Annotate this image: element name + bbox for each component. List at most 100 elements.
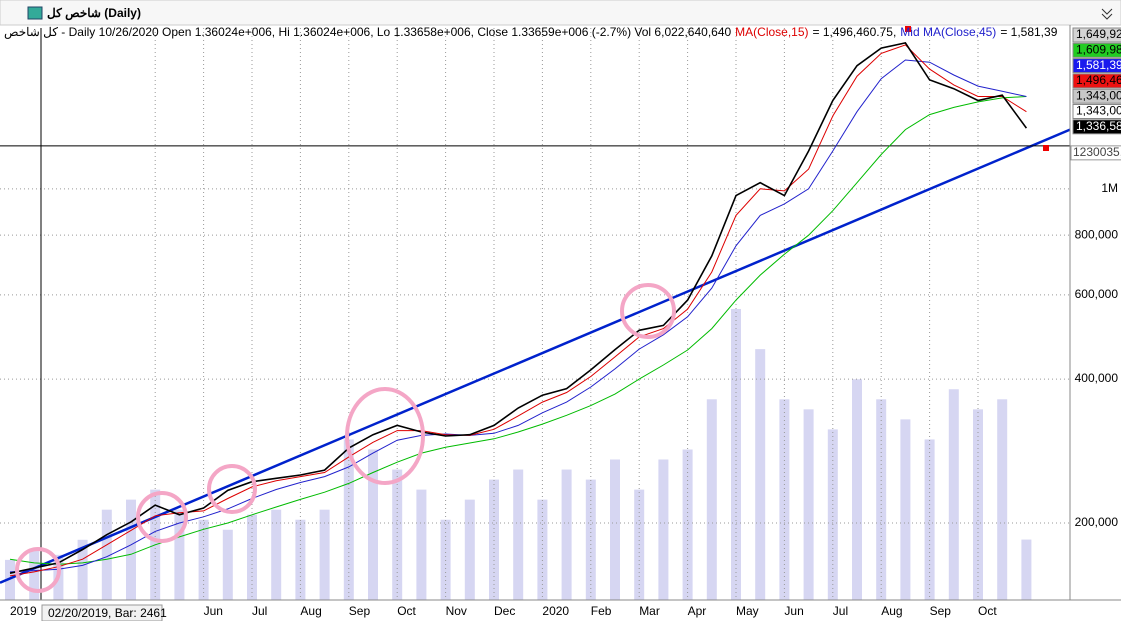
info-text: کل شاخص - Daily 10/26/2020 Open 1.36024e… bbox=[4, 25, 731, 39]
x-tick-label: Nov bbox=[446, 604, 467, 618]
price-tag-box bbox=[1072, 73, 1121, 89]
x-tick-label: Feb bbox=[591, 604, 612, 618]
volume-bar bbox=[658, 459, 669, 600]
info-text: MA(Close,15) bbox=[735, 25, 808, 39]
volume-bar bbox=[779, 399, 790, 600]
volume-bar bbox=[464, 499, 475, 600]
x-tick-label: Jul bbox=[252, 604, 267, 618]
annotations bbox=[15, 283, 676, 593]
y-tick-label: 1M bbox=[1101, 181, 1118, 195]
annotation-circle bbox=[207, 464, 257, 514]
price-tag-box bbox=[1072, 119, 1121, 135]
app-icon bbox=[27, 6, 43, 20]
annotation-circle bbox=[345, 387, 425, 485]
price-tag: 1,581,39 bbox=[1076, 58, 1121, 72]
volume-bar bbox=[803, 409, 814, 600]
volume-bar bbox=[731, 308, 741, 600]
price-tag: 1,336,58 bbox=[1076, 119, 1121, 133]
volume-bar bbox=[247, 514, 257, 600]
y-tick-label: 800,000 bbox=[1075, 227, 1119, 241]
volume-bar bbox=[295, 519, 306, 600]
volume-bar bbox=[706, 399, 717, 600]
volume-bar bbox=[392, 469, 403, 600]
price-tag-box bbox=[1072, 58, 1121, 74]
info-text: = 1,496,460.75, bbox=[813, 25, 897, 39]
volume-bar bbox=[416, 489, 427, 600]
volume-bar bbox=[755, 349, 766, 600]
volume-bar bbox=[876, 399, 887, 600]
volume-bar bbox=[561, 469, 572, 600]
volume-bar bbox=[900, 419, 911, 600]
price-tag: 1,343,00 bbox=[1076, 104, 1121, 118]
price-tag: 1,343,00 bbox=[1076, 88, 1121, 102]
x-tick-label: Aug bbox=[300, 604, 321, 618]
cursor-tooltip-box bbox=[41, 604, 163, 621]
series-line bbox=[9, 96, 1027, 565]
price-tag: 1,496,46 bbox=[1076, 73, 1121, 87]
price-tag-box bbox=[1070, 145, 1121, 161]
x-tick-label: Oct bbox=[978, 604, 997, 618]
price-tag: 1230035,3 bbox=[1073, 145, 1121, 159]
volume-bar bbox=[77, 539, 88, 600]
y-tick-label: 600,000 bbox=[1075, 287, 1119, 301]
series-line bbox=[9, 59, 1027, 573]
volume-bar bbox=[174, 509, 185, 600]
volume-bar bbox=[368, 449, 378, 600]
series-line bbox=[9, 44, 1027, 577]
x-tick-label: Mar bbox=[639, 604, 660, 618]
volume-bar bbox=[852, 379, 862, 600]
volume-bar bbox=[537, 499, 548, 600]
annotation-circle bbox=[136, 491, 188, 543]
x-tick-label: Jun bbox=[204, 604, 223, 618]
marker bbox=[905, 26, 911, 32]
x-tick-label: Oct bbox=[397, 604, 416, 618]
price-tag: 1,649,92 bbox=[1076, 27, 1121, 41]
x-tick-label: Dec bbox=[494, 604, 515, 618]
x-tick-label: Aug bbox=[881, 604, 902, 618]
volume-bar bbox=[198, 519, 209, 600]
price-tag-box bbox=[1072, 104, 1121, 119]
x-tick-label: May bbox=[736, 604, 759, 618]
y-tick-label: 200,000 bbox=[1075, 515, 1119, 529]
x-tick-label: Sep bbox=[349, 604, 371, 618]
volume-bar bbox=[440, 519, 451, 600]
trendline bbox=[0, 128, 1071, 584]
volume-bar bbox=[585, 479, 596, 600]
x-tick-label: 2019 bbox=[10, 604, 37, 618]
volume-bar bbox=[101, 509, 112, 600]
volume-bar bbox=[29, 549, 40, 600]
volume-bar bbox=[948, 389, 959, 600]
plot-area bbox=[0, 28, 1071, 600]
x-tick-label: Apr bbox=[688, 604, 707, 618]
volume-bar bbox=[5, 559, 15, 600]
volume-bar bbox=[489, 479, 499, 600]
info-text: = 1,581,39 bbox=[1000, 25, 1057, 39]
price-tag-box bbox=[1072, 88, 1121, 104]
marker bbox=[1043, 145, 1049, 151]
volume-bar bbox=[1021, 539, 1032, 600]
volume-bar bbox=[222, 529, 233, 600]
menu-button[interactable] bbox=[1101, 8, 1113, 20]
annotation-circle bbox=[620, 283, 676, 339]
price-tag-box bbox=[1072, 27, 1121, 43]
x-tick-label: Jul bbox=[833, 604, 848, 618]
volume-bar bbox=[319, 509, 330, 600]
price-tag-box bbox=[1072, 42, 1121, 58]
info-text: Mid MA(Close,45) bbox=[900, 25, 996, 39]
annotation-circle bbox=[15, 547, 61, 593]
volume-bar bbox=[271, 509, 282, 600]
volume-bar bbox=[827, 429, 838, 600]
title-bar bbox=[0, 0, 1121, 26]
volume-bar bbox=[126, 499, 136, 600]
cursor-tooltip: 02/20/2019, Bar: 2461 bbox=[48, 606, 167, 620]
volume-bar bbox=[610, 459, 620, 600]
volume-bar bbox=[924, 439, 935, 600]
price-tag: 1,609,98 bbox=[1076, 42, 1121, 56]
x-tick-label: 2020 bbox=[542, 604, 569, 618]
x-tick-label: Sep bbox=[930, 604, 952, 618]
volume-bar bbox=[997, 399, 1008, 600]
volume-bar bbox=[513, 469, 524, 600]
x-tick-label: Jun bbox=[784, 604, 803, 618]
volume-bar bbox=[343, 439, 354, 600]
